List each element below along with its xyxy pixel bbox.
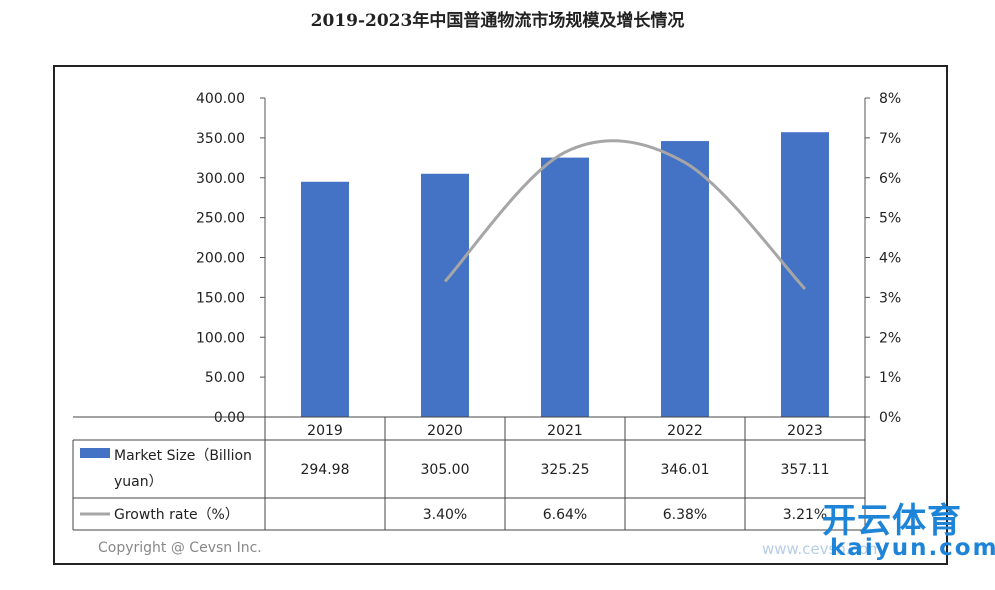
bar-value-label: 325.25: [541, 462, 590, 478]
bar-market-size: [781, 132, 829, 417]
left-tick-label: 150.00: [196, 290, 245, 306]
left-tick-label: 200.00: [196, 251, 245, 267]
growth-line-group: [443, 139, 807, 291]
category-label: 2021: [547, 423, 583, 439]
growth-value-label: 6.38%: [663, 507, 707, 523]
watermark-brand: 开云体育: [822, 501, 962, 541]
page-title: 2019-2023年中国普通物流市场规模及增长情况: [310, 11, 685, 31]
legend-line-label: Growth rate（%）: [114, 507, 239, 523]
left-tick-label: 350.00: [196, 131, 245, 147]
bar-value-label: 294.98: [301, 462, 350, 478]
bar-market-size: [541, 157, 589, 417]
copyright-text: Copyright @ Cevsn Inc.: [98, 540, 262, 556]
growth-value-label: 6.64%: [543, 507, 587, 523]
left-tick-label: 300.00: [196, 171, 245, 187]
left-tick-label: 250.00: [196, 211, 245, 227]
category-label: 2022: [667, 423, 703, 439]
bar-value-label: 357.11: [781, 462, 830, 478]
watermark-site: www.cevsn.com: [762, 540, 883, 558]
category-label: 2020: [427, 423, 463, 439]
right-tick-label: 1%: [879, 370, 901, 386]
legend-bar-label-line1: Market Size（Billion: [114, 448, 252, 464]
right-tick-label: 4%: [879, 251, 901, 267]
growth-value-label: 3.40%: [423, 507, 467, 523]
right-tick-label: 7%: [879, 131, 901, 147]
bar-market-size: [661, 141, 709, 418]
growth-value-label: 3.21%: [783, 507, 827, 523]
chart-frame: [53, 65, 948, 565]
right-tick-label: 6%: [879, 171, 901, 187]
left-tick-label: 50.00: [205, 370, 245, 386]
right-tick-label: 3%: [879, 290, 901, 306]
bar-value-label: 305.00: [421, 462, 470, 478]
bar-value-label: 346.01: [661, 462, 710, 478]
bar-market-size: [421, 173, 469, 417]
right-tick-label: 5%: [879, 211, 901, 227]
left-tick-label: 400.00: [196, 91, 245, 107]
growth-rate-line: [443, 139, 807, 291]
axes: 0.00 50.00 100.00 150.00 200.00 250.00 300.00 3…: [196, 91, 901, 426]
bar-market-size: [301, 181, 349, 417]
category-label: 2023: [787, 423, 823, 439]
right-tick-label: 2%: [879, 330, 901, 346]
right-tick-label: 8%: [879, 91, 901, 107]
left-tick-label: 100.00: [196, 330, 245, 346]
data-table: 2019 294.98 2020 305.00 3.40% 2021 325.25 6.64%…: [72, 416, 866, 531]
category-label: 2019: [307, 423, 343, 439]
legend-bar-label-line2: yuan）: [114, 474, 163, 490]
watermark-sub: kaiyun.com: [830, 535, 995, 561]
right-tick-label: 0%: [879, 410, 901, 426]
bars-group: [301, 132, 829, 418]
left-tick-label: 0.00: [214, 410, 245, 426]
legend-bar-swatch: [80, 448, 110, 458]
